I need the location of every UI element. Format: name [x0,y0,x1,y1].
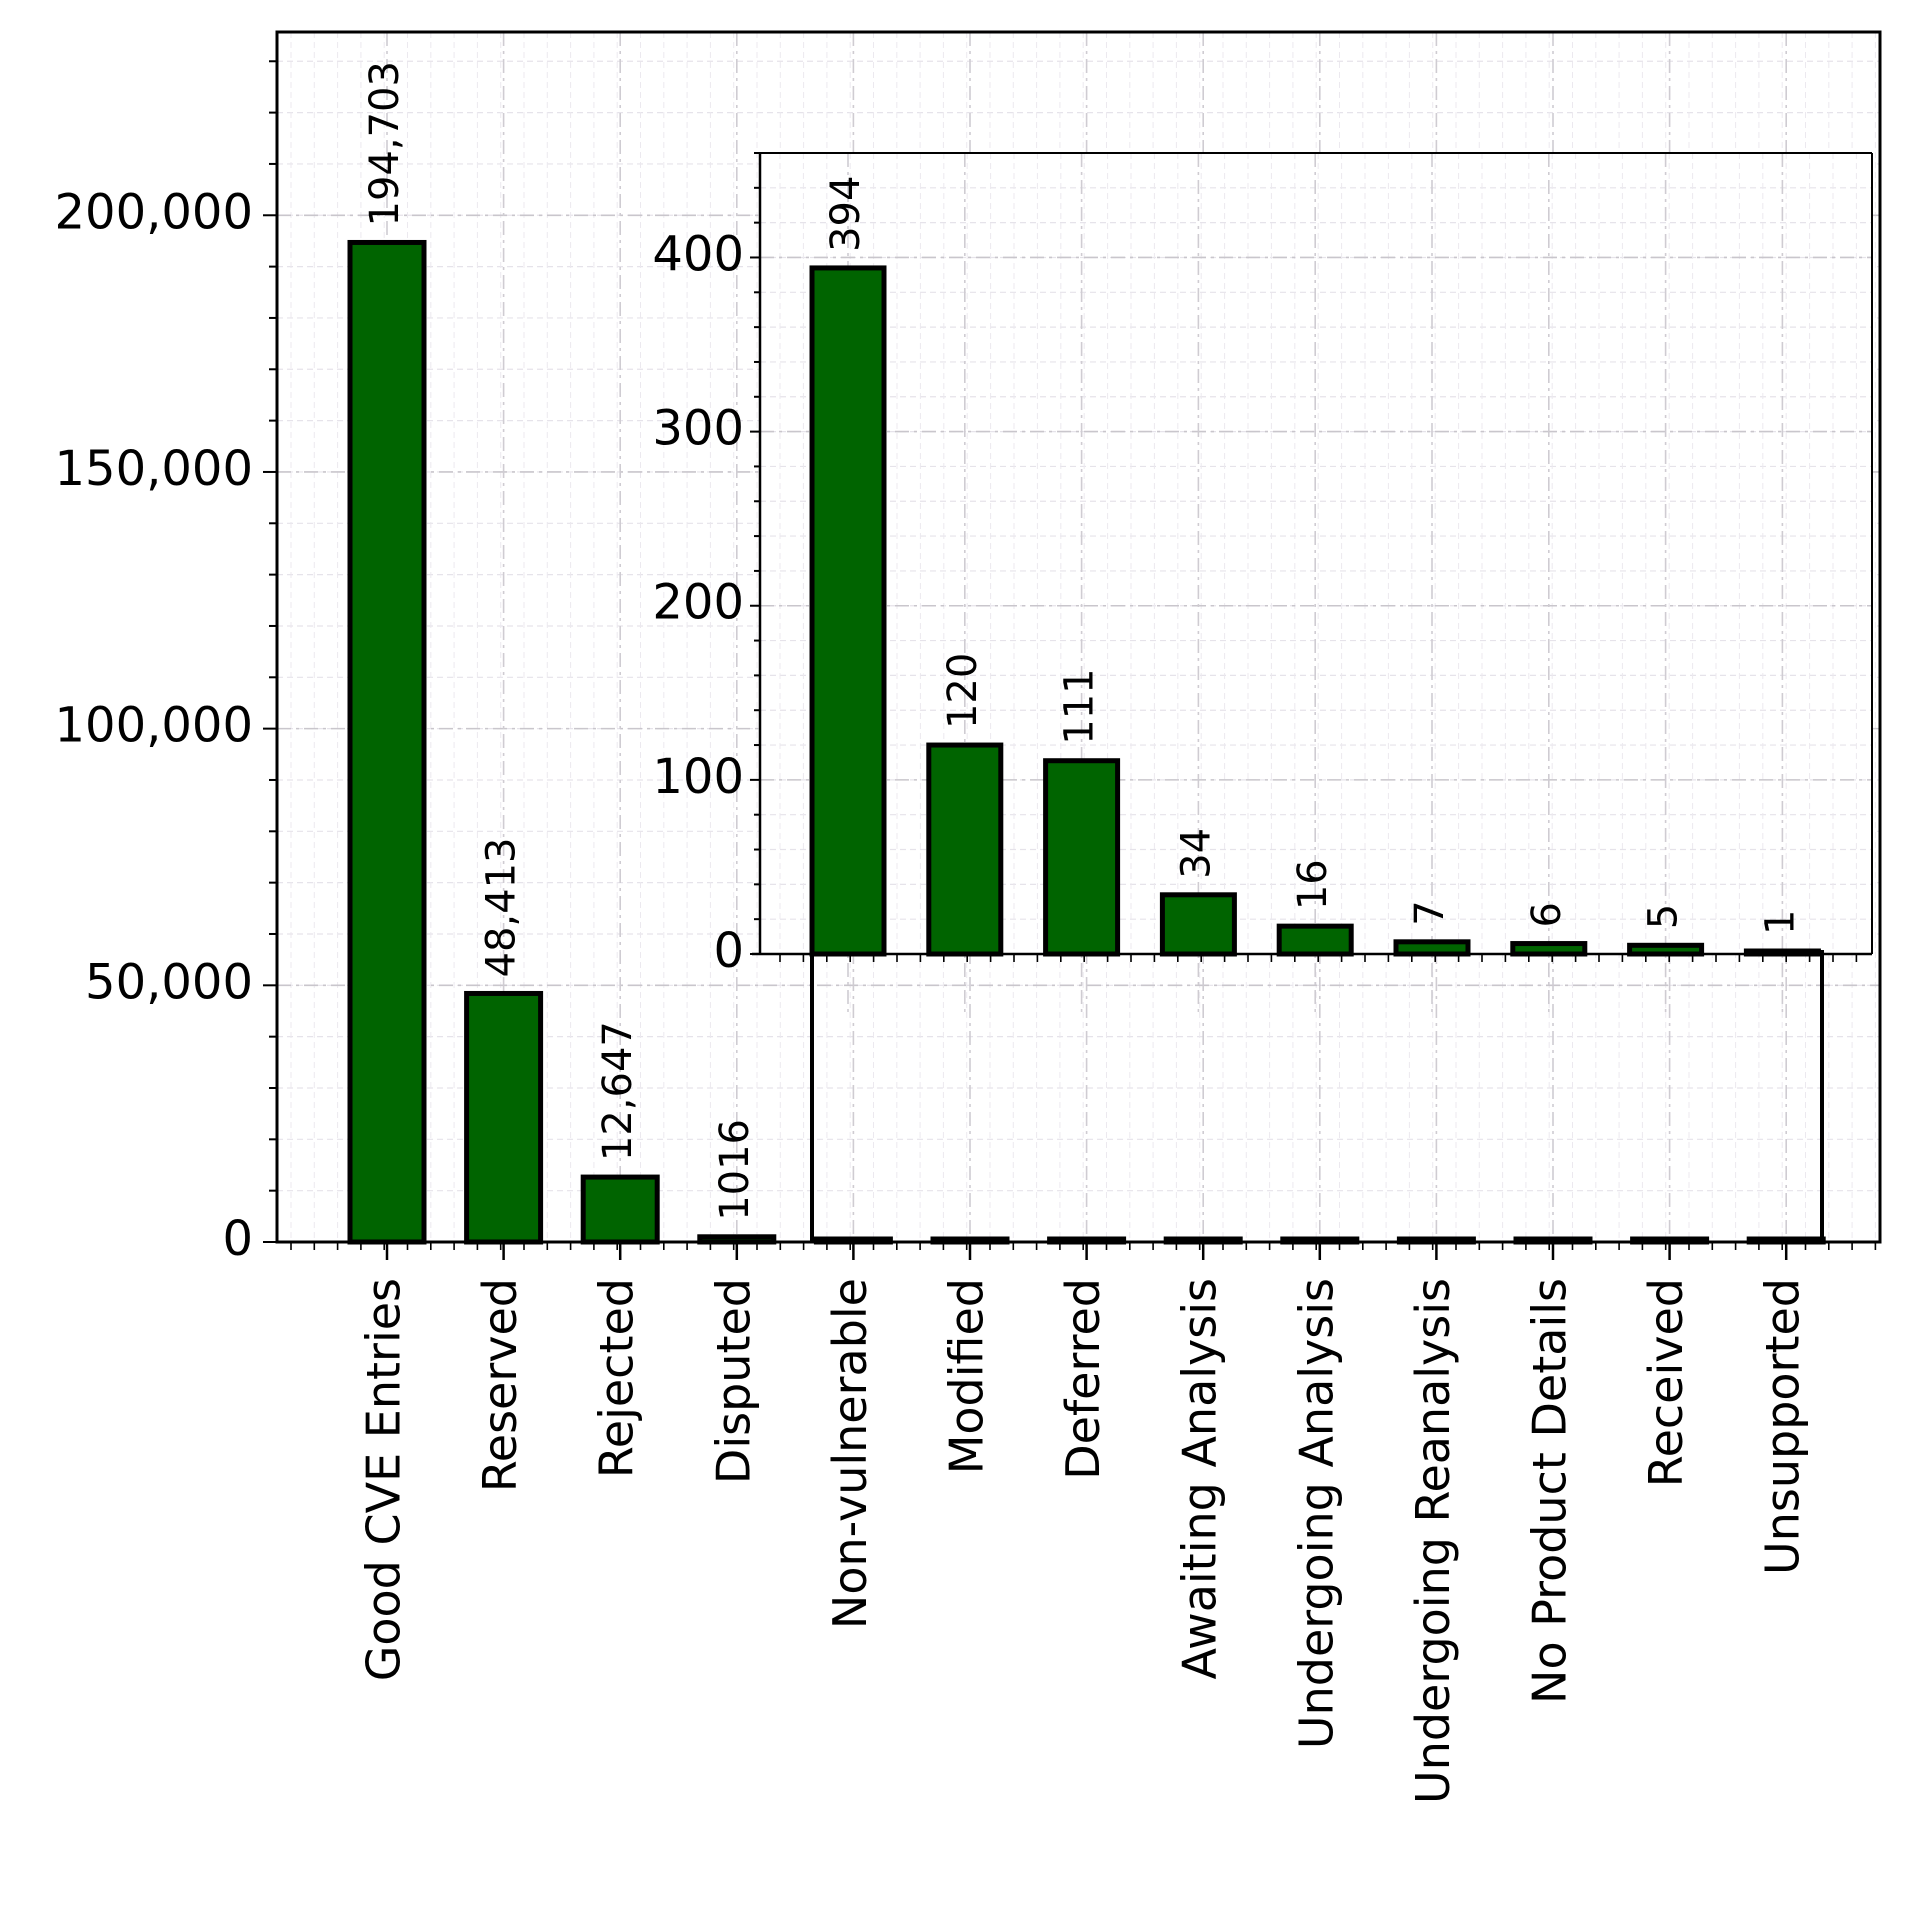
y-tick-label: 100,000 [55,698,254,754]
inset-bar-value-label: 34 [1173,828,1219,879]
x-tick-label: Reserved [473,1278,527,1492]
inset-bar-value-label: 6 [1524,902,1570,927]
bar-value-label: 194,703 [362,61,408,226]
bar-value-label: 12,647 [595,1021,641,1161]
x-tick-label: Awaiting Analysis [1173,1278,1227,1680]
inset-chart: 394 120 111 34 16 7 6 5 1 0 100 200 300 400 [652,152,1873,1014]
inset-bar-value-label: 111 [1057,668,1103,744]
inset-y-tick-label: 400 [652,226,744,282]
bar-value-label: 1016 [712,1119,758,1221]
x-tick-label: Unsupported [1756,1278,1810,1575]
inset-bar-value-label: 394 [823,176,869,252]
bar [580,1174,660,1245]
x-tick-label: Undergoing Reanalysis [1406,1278,1460,1804]
inset-y-tick-label: 100 [652,749,744,805]
inset-bar [1159,892,1237,957]
y-tick-label: 150,000 [55,441,254,497]
y-tick-label: 0 [222,1211,253,1267]
x-tick-label: Undergoing Analysis [1289,1278,1343,1749]
x-tick-label: No Product Details [1523,1278,1577,1704]
x-tick-label: Good CVE Entries [357,1278,411,1681]
inset-y-tick-label: 200 [652,575,744,631]
y-tick-label: 50,000 [85,954,253,1010]
bar [347,239,427,1245]
x-tick-label: Non-vulnerable [823,1278,877,1629]
inset-y-tick-label: 300 [652,401,744,457]
main-axes-frame [275,30,1882,1244]
inset-bar-value-label: 5 [1641,904,1687,929]
x-tick-label: Rejected [590,1278,644,1478]
inset-bar-value-label: 1 [1757,910,1803,935]
x-tick-label: Deferred [1056,1278,1110,1480]
bracket-right [1762,950,1824,1242]
main-y-axis-ticks: 0 50,000 100,000 150,000 200,000 [55,60,277,1267]
main-value-labels: 194,703 48,413 12,647 1016 [362,61,758,1221]
inset-bracket [810,950,1824,1242]
x-tick-label: Modified [940,1278,994,1474]
bar [464,990,544,1245]
inset-bar-value-label: 120 [940,653,986,729]
inset-y-tick-label: 0 [713,923,744,979]
inset-bar [1043,758,1121,957]
inset-bar [1393,939,1471,957]
inset-bar-value-label: 7 [1407,900,1453,925]
inset-bar [926,742,1004,957]
x-tick-label: Received [1639,1278,1693,1487]
inset-bar [1627,942,1705,957]
bar-value-label: 48,413 [479,837,525,977]
inset-bar [1510,941,1588,957]
main-axes [275,30,1882,1244]
main-x-axis-ticks: Good CVE Entries Reserved Rejected Disputed… [290,1242,1877,1804]
inset-bar [809,265,887,957]
inset-bar-value-label: 16 [1290,859,1336,910]
inset-bar [1276,923,1354,957]
x-tick-label: Disputed [706,1278,760,1484]
y-tick-label: 200,000 [55,184,254,240]
